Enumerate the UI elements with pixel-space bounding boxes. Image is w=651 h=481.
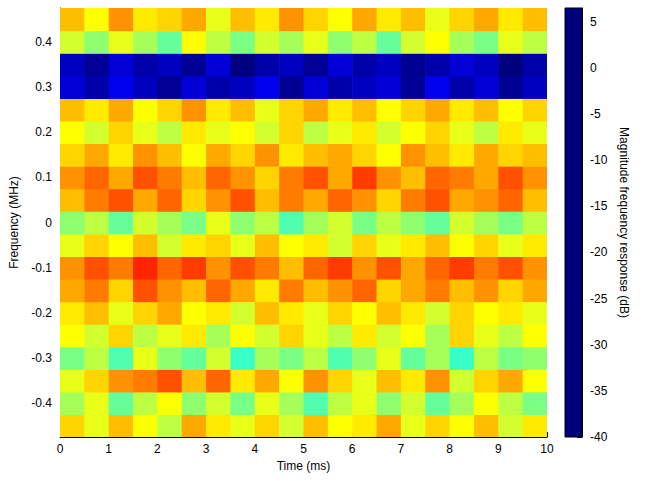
svg-text:-5: -5: [590, 107, 601, 121]
svg-text:0: 0: [590, 61, 597, 75]
svg-text:1: 1: [105, 442, 112, 456]
svg-text:0.1: 0.1: [35, 170, 52, 184]
svg-text:-0.1: -0.1: [31, 261, 52, 275]
svg-text:-0.3: -0.3: [31, 351, 52, 365]
svg-text:7: 7: [398, 442, 405, 456]
svg-text:2: 2: [154, 442, 161, 456]
svg-text:-0.2: -0.2: [31, 306, 52, 320]
svg-text:3: 3: [203, 442, 210, 456]
svg-text:5: 5: [590, 15, 597, 29]
svg-text:0.2: 0.2: [35, 125, 52, 139]
svg-text:0: 0: [57, 442, 64, 456]
svg-text:8: 8: [446, 442, 453, 456]
svg-text:9: 9: [495, 442, 502, 456]
svg-text:10: 10: [540, 442, 554, 456]
svg-text:4: 4: [251, 442, 258, 456]
svg-text:-40: -40: [590, 430, 608, 444]
svg-text:-15: -15: [590, 199, 608, 213]
svg-text:-20: -20: [590, 245, 608, 259]
svg-text:0: 0: [45, 216, 52, 230]
svg-text:6: 6: [349, 442, 356, 456]
svg-text:5: 5: [300, 442, 307, 456]
svg-text:Magnitude frequency response (: Magnitude frequency response (dB): [617, 127, 631, 318]
svg-text:0.4: 0.4: [35, 35, 52, 49]
svg-text:Frequency (MHz): Frequency (MHz): [7, 176, 21, 269]
svg-text:-30: -30: [590, 338, 608, 352]
svg-text:0.3: 0.3: [35, 80, 52, 94]
svg-text:-10: -10: [590, 153, 608, 167]
svg-text:-0.4: -0.4: [31, 396, 52, 410]
svg-text:-25: -25: [590, 292, 608, 306]
svg-text:Time (ms): Time (ms): [277, 459, 331, 473]
svg-text:-35: -35: [590, 384, 608, 398]
